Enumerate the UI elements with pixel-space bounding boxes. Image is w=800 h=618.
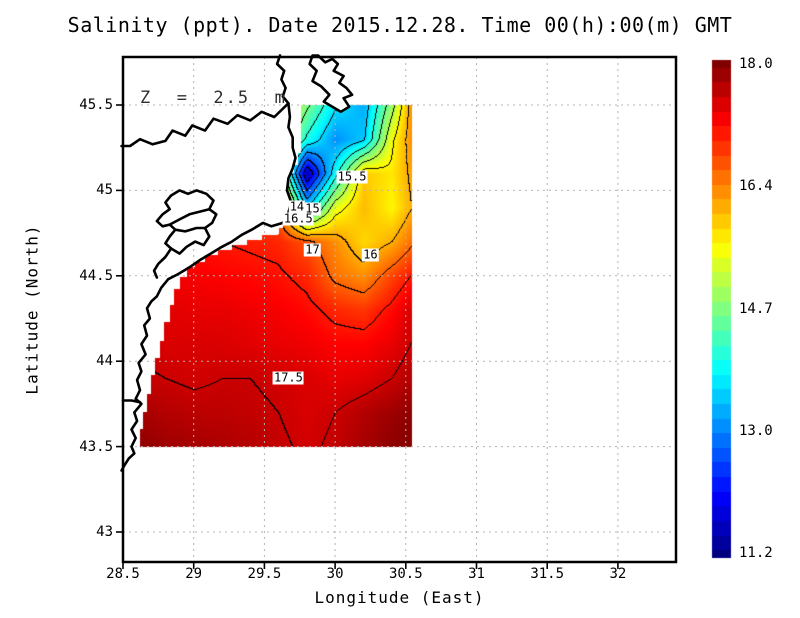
colorbar-tick-label: 13.0 (739, 422, 773, 439)
y-tick-label: 44.5 (79, 267, 113, 284)
plot-frame (121, 55, 678, 564)
coastline-chilia-delta-lobe (308, 54, 354, 114)
colorbar-tick-label: 18.0 (739, 56, 773, 72)
x-tick-label: 29.5 (247, 566, 282, 582)
contour-label-16: 16 (362, 247, 379, 262)
coastline-delta-and-south-coast (120, 102, 297, 472)
x-tick-label: 30 (326, 566, 344, 582)
coastline-lagoon-divider-north (168, 207, 211, 226)
coastline-razelm-lagoon (155, 189, 218, 255)
x-axis-label: Longitude (East) (314, 588, 485, 607)
y-tick-label: 45.5 (79, 97, 113, 113)
x-tick-label: 30.5 (388, 566, 423, 582)
x-tick-label: 31.5 (530, 566, 565, 582)
colorbar-tick-label: 11.2 (739, 545, 773, 561)
y-axis-label: Latitude (North) (22, 224, 42, 395)
coastline-chilia-arm-and-north-shore (120, 54, 290, 148)
x-tick-label: 32 (609, 566, 627, 582)
colorbar-tick-label: 14.7 (739, 300, 773, 317)
contour-label-16.5: 16.5 (282, 211, 314, 226)
coastline-lagoon-divider-south (174, 226, 207, 233)
contour-label-14: 14 (288, 199, 306, 214)
x-tick-label: 29 (185, 566, 203, 582)
y-tick-label: 45 (96, 182, 113, 199)
coastline-lagoon-spit (152, 247, 173, 279)
contour-label-15: 15 (304, 201, 321, 216)
y-tick-label: 43 (96, 524, 113, 540)
contour-label-17.5: 17.5 (272, 370, 304, 385)
coastline-coastal-inlet (121, 399, 142, 404)
x-tick-label: 31 (468, 566, 485, 582)
y-tick-label: 43.5 (79, 438, 113, 455)
depth-annotation: Z = 2.5 m (140, 88, 287, 108)
y-tick-label: 44 (96, 353, 113, 370)
contour-label-15.5: 15.5 (336, 169, 368, 184)
colorbar-tick-label: 16.4 (739, 178, 773, 195)
plot-title: Salinity (ppt). Date 2015.12.28. Time 00… (67, 13, 733, 37)
x-tick-label: 28.5 (106, 566, 140, 582)
contour-label-17: 17 (304, 242, 321, 257)
